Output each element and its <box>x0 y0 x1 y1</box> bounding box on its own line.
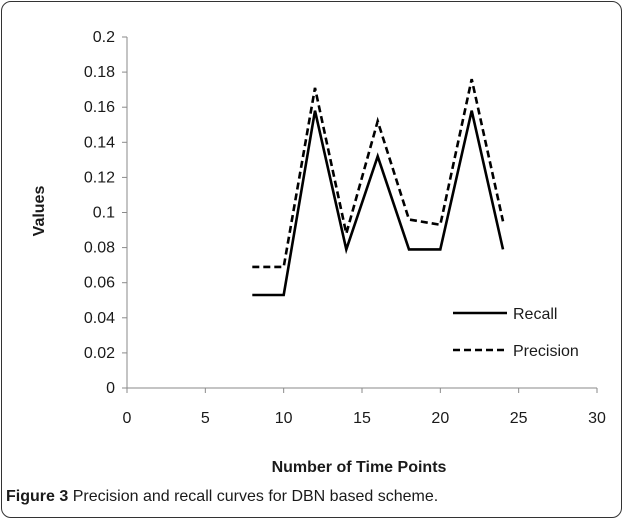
y-tick-label: 0.08 <box>84 240 115 257</box>
x-tick-label: 10 <box>275 410 293 427</box>
y-tick-label: 0.12 <box>84 169 115 186</box>
y-tick-label: 0.06 <box>84 275 115 292</box>
x-tick-label: 5 <box>201 410 210 427</box>
figure-caption-text: Precision and recall curves for DBN base… <box>72 488 439 505</box>
y-tick-label: 0 <box>106 380 115 397</box>
figure-caption: Figure 3 Precision and recall curves for… <box>6 488 438 506</box>
chart-legend: Recall Precision <box>453 306 579 360</box>
legend-label-precision: Precision <box>513 343 579 360</box>
y-tick-label: 0.1 <box>93 205 115 222</box>
figure-caption-label: Figure 3 <box>6 488 69 505</box>
legend-label-recall: Recall <box>513 306 557 323</box>
chart-axes: 0 0.02 0.04 0.06 0.08 0.1 0.12 0.14 0.16 0.18 0.2 0… <box>84 29 606 427</box>
y-tick-label: 0.04 <box>84 310 115 327</box>
x-tick-label: 15 <box>353 410 371 427</box>
y-tick-label: 0.2 <box>93 29 115 46</box>
x-tick-label: 20 <box>431 410 449 427</box>
y-tick-label: 0.02 <box>84 345 115 362</box>
chart-series <box>252 78 505 297</box>
x-tick-label: 0 <box>123 410 132 427</box>
x-tick-label: 30 <box>588 410 606 427</box>
x-tick-label: 25 <box>510 410 528 427</box>
y-tick-label: 0.14 <box>84 134 115 151</box>
y-tick-label: 0.18 <box>84 64 115 81</box>
series-line-recall <box>252 110 505 297</box>
y-tick-label: 0.16 <box>84 99 115 116</box>
y-axis-title: Values <box>31 186 48 237</box>
series-line-precision <box>252 78 505 269</box>
x-axis-title: Number of Time Points <box>272 459 447 476</box>
